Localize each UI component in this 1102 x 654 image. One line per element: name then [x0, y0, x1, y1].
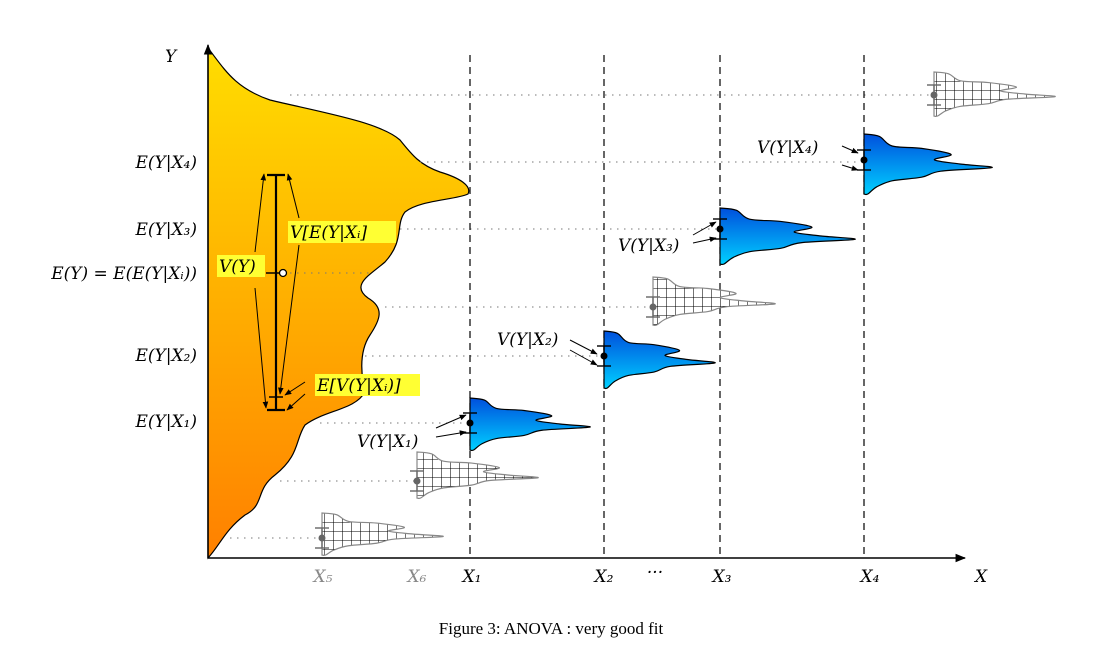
x-label-x3: X₃: [711, 567, 732, 587]
annotation-arrow: [841, 145, 859, 154]
y-label-e1: E(Y|X₁): [134, 412, 197, 432]
overall-mean-marker: [278, 268, 288, 278]
conditional-spread-marker: [463, 412, 477, 434]
conditional-density: [863, 133, 993, 196]
y-label-e4: E(Y|X₄): [134, 153, 197, 173]
x-axis-label: X: [973, 567, 988, 587]
label-v2: V(Y|X₂): [497, 330, 558, 350]
label-v1: V(Y|X₁): [357, 432, 418, 452]
hatched-density: [416, 451, 539, 500]
y-label-ey: E(Y) = E(E(Y|Xᵢ)): [50, 264, 197, 284]
hatched-density: [933, 71, 1056, 117]
y-axis-label: Y: [165, 47, 178, 67]
y-label-e2: E(Y|X₂): [134, 346, 197, 366]
conditional-spread-marker: [857, 149, 871, 171]
annotation-arrow: [569, 349, 598, 366]
figure-caption: Figure 3: ANOVA : very good fit: [439, 619, 664, 638]
x-label-ellipsis: ···: [647, 563, 663, 583]
annotation-arrow: [841, 164, 859, 171]
label-total-variance: V(Y): [219, 257, 256, 277]
conditional-spread-marker: [315, 527, 329, 549]
conditional-spread-marker: [597, 345, 611, 367]
highlight: [315, 374, 420, 396]
highlight: [217, 255, 265, 277]
conditional-spread-marker: [927, 84, 941, 106]
annotation-arrow: [435, 414, 467, 429]
annotation-arrow: [435, 430, 467, 438]
label-mean-of-variances: E[V(Y|Xᵢ)]: [316, 376, 401, 396]
annotation-arrow: [692, 236, 717, 244]
highlight: [288, 221, 396, 243]
hatched-density: [652, 276, 776, 327]
conditional-density: [469, 397, 591, 452]
label-v3: V(Y|X₃): [618, 236, 679, 256]
annotation-arrow: [569, 339, 598, 355]
annotation-arrow: [692, 221, 717, 236]
conditional-spread-marker: [410, 470, 424, 492]
x-label-x4: X₄: [859, 567, 880, 587]
label-v4: V(Y|X₄): [757, 138, 818, 158]
x-label-x6: X₆: [406, 567, 427, 587]
label-variance-of-means: V[E(Y|Xᵢ]: [290, 223, 367, 243]
x-label-x2: X₂: [593, 567, 614, 587]
x-label-x1: X₁: [461, 567, 482, 587]
y-label-e3: E(Y|X₃): [134, 220, 197, 240]
x-label-x5: X₅: [312, 567, 333, 587]
conditional-density: [603, 330, 716, 390]
conditional-density: [719, 207, 856, 266]
dotted-guides: [230, 94, 930, 539]
conditional-spread-marker: [646, 296, 660, 318]
hatched-density: [321, 512, 444, 556]
variance-bar: [254, 173, 306, 412]
